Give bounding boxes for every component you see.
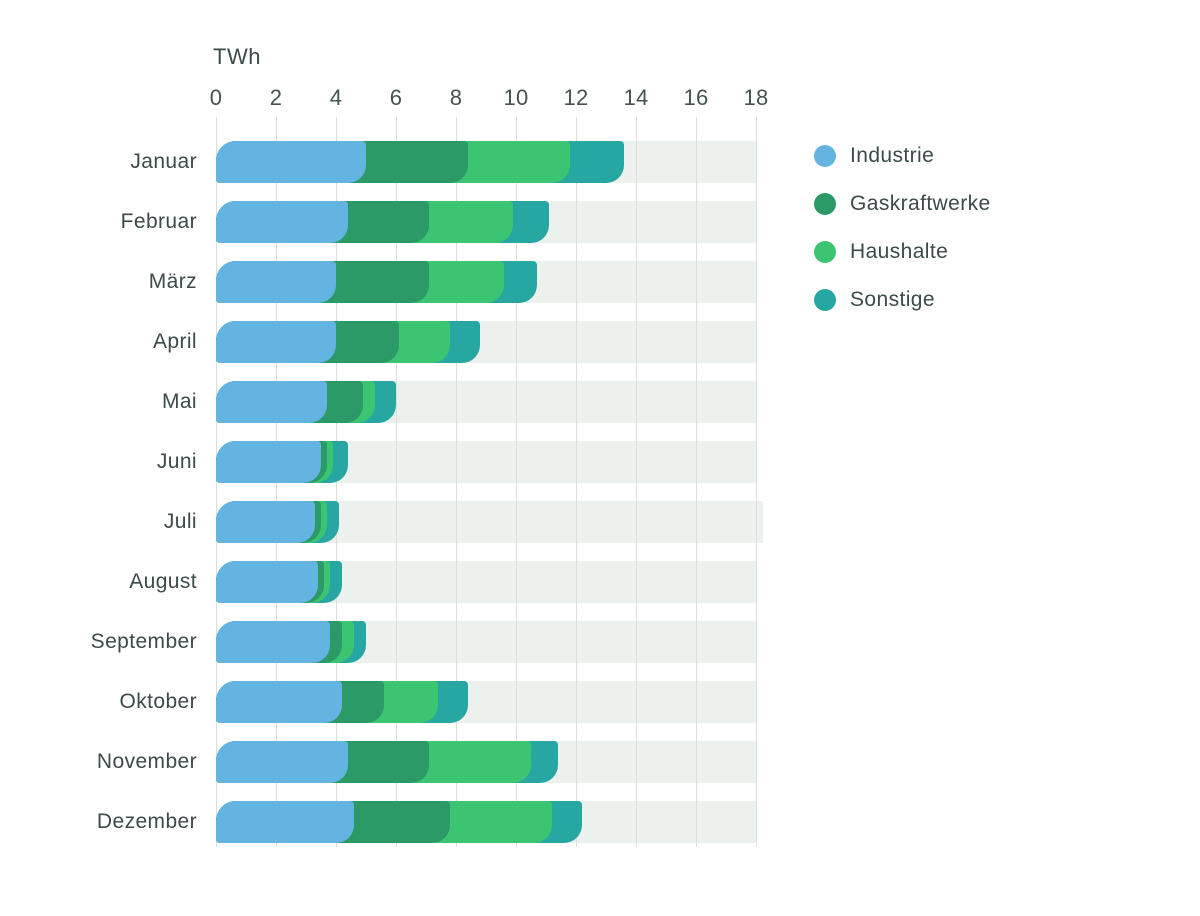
bar-segment-industrie [216, 201, 348, 243]
month-label: Juli [163, 510, 197, 533]
x-axis-tick: 2 [269, 85, 283, 110]
bar-stack-oktober [216, 681, 756, 723]
month-label: Mai [161, 390, 197, 413]
legend-label: Sonstige [850, 288, 935, 311]
month-label: September [90, 630, 197, 653]
bar-segment-industrie [216, 621, 330, 663]
gridline [696, 117, 697, 847]
x-axis-tick: 6 [389, 85, 403, 110]
bar-stack-april [216, 321, 756, 363]
x-axis-tick: 18 [743, 85, 769, 110]
bar-stack-september [216, 621, 756, 663]
legend-dot-icon [814, 241, 836, 263]
x-axis-tick: 16 [683, 85, 709, 110]
x-axis-tick: 4 [329, 85, 343, 110]
axis-unit-label: TWh [213, 44, 261, 69]
legend-item: Haushalte [814, 240, 991, 263]
bar-segment-industrie [216, 381, 327, 423]
legend-item: Gaskraftwerke [814, 192, 991, 215]
legend-label: Gaskraftwerke [850, 192, 991, 215]
bar-segment-industrie [216, 561, 318, 603]
x-axis-tick: 12 [563, 85, 589, 110]
month-label: Dezember [96, 810, 197, 833]
legend-label: Industrie [850, 144, 935, 167]
bar-segment-industrie [216, 141, 366, 183]
bar-stack-januar [216, 141, 756, 183]
bar-stack-mai [216, 381, 756, 423]
bar-stack-juni [216, 441, 756, 483]
legend-label: Haushalte [850, 240, 949, 263]
month-label: März [148, 270, 197, 293]
legend-item: Sonstige [814, 288, 991, 311]
gridline [636, 117, 637, 847]
bar-stack-august [216, 561, 756, 603]
gridline [456, 117, 457, 847]
x-axis-tick: 14 [623, 85, 649, 110]
bar-stack-november [216, 741, 756, 783]
legend: Industrie Gaskraftwerke Haushalte Sonstige [814, 144, 991, 337]
month-label: Februar [120, 210, 197, 233]
bar-segment-industrie [216, 441, 321, 483]
bar-segment-industrie [216, 321, 336, 363]
bar-segment-industrie [216, 801, 354, 843]
bar-segment-industrie [216, 741, 348, 783]
bar-stack-dezember [216, 801, 756, 843]
gridline [396, 117, 397, 847]
month-label: April [152, 330, 197, 353]
bar-stack-juli [216, 501, 756, 543]
month-label: Juni [156, 450, 197, 473]
legend-dot-icon [814, 289, 836, 311]
month-label: Januar [130, 150, 197, 173]
bar-stack-februar [216, 201, 756, 243]
legend-dot-icon [814, 193, 836, 215]
bar-segment-industrie [216, 501, 315, 543]
month-label: August [129, 570, 197, 593]
gridline [756, 117, 757, 847]
gridline [576, 117, 577, 847]
bar-segment-industrie [216, 681, 342, 723]
x-axis-tick: 0 [209, 85, 223, 110]
bar-segment-industrie [216, 261, 336, 303]
gridline [336, 117, 337, 847]
month-label: November [96, 750, 197, 773]
x-axis-tick: 10 [503, 85, 529, 110]
month-label: Oktober [119, 690, 197, 713]
legend-dot-icon [814, 145, 836, 167]
bar-stack-märz [216, 261, 756, 303]
x-axis-tick: 8 [449, 85, 463, 110]
legend-item: Industrie [814, 144, 991, 167]
gridline [516, 117, 517, 847]
